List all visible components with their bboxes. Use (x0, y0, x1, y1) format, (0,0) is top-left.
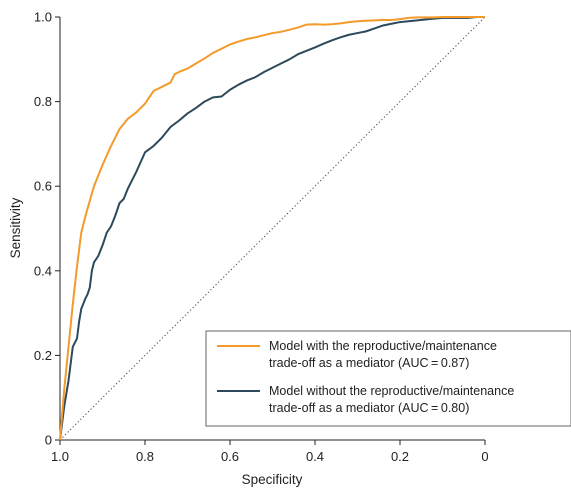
roc-curve-without-mediator (59, 16, 485, 441)
x-tick-label: 0.6 (221, 449, 239, 464)
y-tick-label: 0.2 (34, 348, 52, 363)
x-tick-label: 1.0 (51, 449, 69, 464)
legend: Model with the reproductive/maintenance … (205, 330, 571, 427)
x-tick-label: 0 (481, 449, 488, 464)
axes (59, 17, 485, 441)
legend-label-with-mediator-line2: trade-off as a mediator (AUC = 0.87) (269, 356, 469, 370)
y-tick-label: 1.0 (34, 10, 52, 25)
x-ticks: 1.0 0.8 0.6 0.4 0.2 0 (51, 440, 489, 464)
y-axis-title: Sensitivity (8, 197, 23, 258)
y-tick-label: 0 (45, 433, 52, 448)
y-tick-label: 0.8 (34, 94, 52, 109)
legend-box (205, 330, 571, 427)
x-axis-title: Specificity (242, 472, 303, 487)
legend-label-without-mediator-line1: Model without the reproductive/maintenan… (269, 384, 514, 398)
x-tick-label: 0.2 (391, 449, 409, 464)
y-ticks: 0 0.2 0.4 0.6 0.8 1.0 (34, 10, 60, 448)
legend-label-without-mediator-line2: trade-off as a mediator (AUC = 0.80) (269, 401, 469, 415)
legend-label-with-mediator-line1: Model with the reproductive/maintenance (269, 339, 497, 353)
x-tick-label: 0.4 (306, 449, 324, 464)
x-tick-label: 0.8 (136, 449, 154, 464)
y-tick-label: 0.4 (34, 263, 52, 278)
roc-curve-with-mediator (59, 16, 485, 441)
y-tick-label: 0.6 (34, 179, 52, 194)
roc-curves (59, 16, 485, 441)
reference-diagonal-line (59, 16, 486, 441)
